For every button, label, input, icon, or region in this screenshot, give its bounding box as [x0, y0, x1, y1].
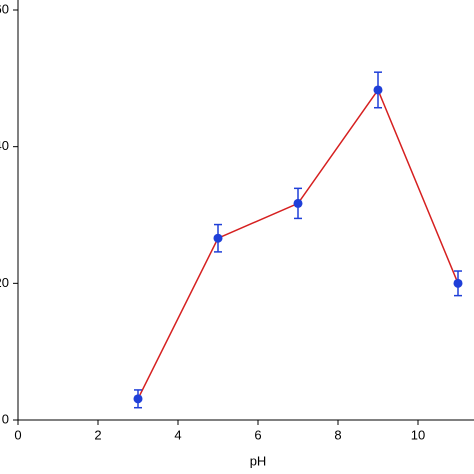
point	[133, 394, 143, 404]
point	[293, 198, 303, 208]
point	[213, 233, 223, 243]
y-tick-label: 0	[2, 411, 9, 426]
point	[373, 85, 383, 95]
x-tick-label: 8	[334, 427, 341, 442]
x-tick-label: 0	[14, 427, 21, 442]
y-tick-label: 60	[0, 1, 9, 16]
x-tick-label: 2	[94, 427, 101, 442]
point	[453, 278, 463, 288]
y-tick-label: 20	[0, 275, 9, 290]
line	[137, 88, 459, 400]
x-axis-label: pH	[250, 453, 267, 468]
x-tick-label: 6	[254, 427, 261, 442]
x-tick-label: 4	[174, 427, 181, 442]
y-tick-label: 40	[0, 138, 9, 153]
x-tick-label: 10	[411, 427, 425, 442]
